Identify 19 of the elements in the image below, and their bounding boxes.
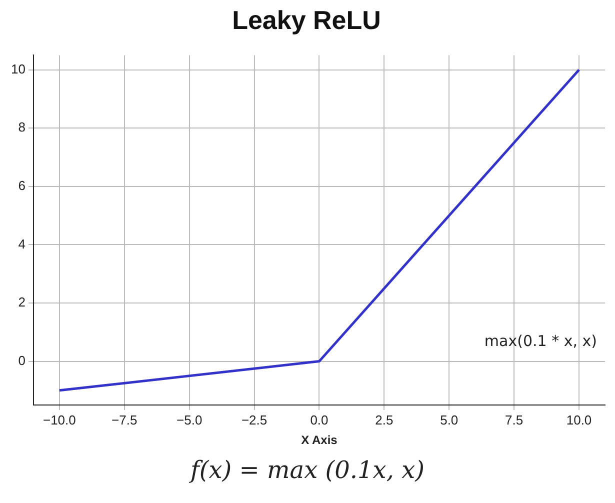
chart-title: Leaky ReLU: [232, 4, 381, 35]
x-tick-label: −2.5: [241, 412, 268, 428]
x-tick-label: −10.0: [42, 412, 76, 428]
x-tick-label: 5.0: [440, 412, 458, 428]
x-tick-label: −7.5: [112, 412, 138, 428]
x-tick-label: 7.5: [505, 412, 524, 428]
y-tick-label: 10: [10, 61, 26, 76]
y-tick-label: 8: [18, 120, 26, 135]
y-tick-label: 4: [18, 236, 26, 252]
text: f(x) = max (0.1x, x): [188, 456, 426, 484]
x-tick-label: −5.0: [176, 412, 202, 428]
x-tick-label: 2.5: [375, 412, 394, 428]
x-tick-label: 0.0: [310, 412, 328, 428]
annotation: max(0.1 * x, x): [484, 332, 597, 350]
x-axis-title: X Axis: [301, 433, 338, 448]
y-tick-label: 6: [18, 178, 26, 193]
x-tick-label: 10.0: [566, 412, 592, 428]
y-tick-label: 2: [18, 294, 26, 310]
y-tick-label: 0: [18, 352, 26, 368]
